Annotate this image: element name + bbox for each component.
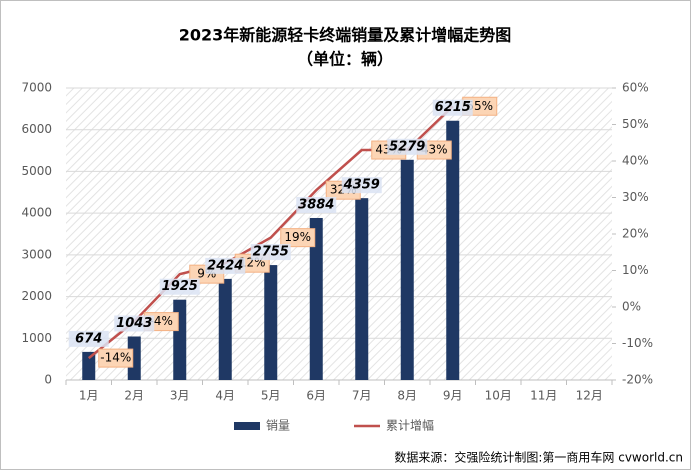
y2-tick-label: 40% — [622, 154, 649, 168]
bar-label-box — [159, 278, 200, 295]
y-tick-label: 7000 — [21, 81, 52, 95]
chart-title: 2023年新能源轻卡终端销量及累计增幅走势图 — [179, 26, 512, 45]
bar-label: 1925 — [162, 279, 198, 294]
bar — [309, 217, 323, 380]
y2-tick-label: -10% — [622, 336, 653, 350]
bar-label: 2755 — [253, 245, 289, 260]
bar-label-box — [114, 315, 155, 332]
bar-label-box — [387, 138, 428, 155]
bar — [355, 198, 369, 380]
bar-label: 5279 — [389, 139, 425, 154]
bar — [127, 336, 141, 380]
bar — [264, 265, 278, 380]
bar — [218, 278, 232, 380]
bar — [82, 351, 96, 380]
bar-label-box — [205, 257, 246, 274]
y-tick-label: 0 — [44, 373, 52, 387]
bar-label: 1043 — [116, 316, 152, 331]
y2-tick-label: 60% — [622, 81, 649, 95]
plot-area — [66, 88, 612, 380]
y-tick-label: 1000 — [21, 331, 52, 345]
x-tick-label: 11月 — [530, 389, 557, 403]
y2-tick-label: 30% — [622, 190, 649, 204]
y2-tick-label: 10% — [622, 263, 649, 277]
source: 数据来源：交强险统计制图:第一商用车网 cvworld.cn — [394, 450, 683, 465]
bar-label-box — [341, 177, 382, 194]
x-tick-label: 7月 — [352, 389, 372, 403]
bar — [173, 299, 187, 380]
y-tick-label: 3000 — [21, 247, 52, 261]
chart-subtitle: （单位：辆） — [297, 50, 393, 69]
line-label-box — [280, 228, 316, 248]
legend-label: 销量 — [266, 419, 290, 433]
legend-label: 累计增幅 — [386, 418, 434, 433]
bar-label: 2424 — [207, 258, 243, 273]
y-tick-label: 5000 — [21, 164, 52, 178]
x-tick-label: 10月 — [485, 389, 512, 403]
y2-tick-label: -20% — [622, 373, 653, 387]
line-label: 43% — [421, 143, 448, 157]
line-label: 19% — [284, 230, 311, 244]
y2-tick-label: 50% — [622, 117, 649, 131]
x-tick-label: 1月 — [79, 389, 99, 403]
y-tick-label: 4000 — [21, 206, 52, 220]
bar-label: 4359 — [343, 178, 380, 193]
x-tick-label: 8月 — [397, 389, 417, 403]
x-tick-label: 5月 — [261, 389, 281, 403]
y2-tick-label: 20% — [622, 227, 649, 241]
line-label: -4% — [150, 314, 173, 328]
line-label-box — [98, 348, 134, 368]
y-tick-label: 6000 — [21, 122, 52, 136]
bar-label-box — [432, 99, 473, 116]
bar-label: 6215 — [435, 100, 471, 115]
bar-label-box — [296, 196, 337, 213]
x-tick-label: 4月 — [215, 389, 235, 403]
bar — [400, 159, 414, 380]
bar-label: 3884 — [298, 197, 334, 212]
x-tick-label: 2月 — [124, 389, 144, 403]
x-tick-label: 3月 — [170, 389, 190, 403]
y2-tick-label: 0% — [622, 300, 641, 314]
legend-swatch — [234, 422, 260, 430]
x-tick-label: 6月 — [306, 389, 326, 403]
bar-label-box — [68, 330, 109, 347]
bar — [446, 120, 460, 380]
line-label: 55% — [466, 99, 493, 113]
x-tick-label: 12月 — [576, 389, 603, 403]
bar-label: 674 — [75, 331, 102, 346]
line-label: -14% — [100, 351, 131, 365]
bar-label-box — [250, 244, 291, 261]
y-tick-label: 2000 — [21, 289, 52, 303]
x-tick-label: 9月 — [443, 389, 463, 403]
